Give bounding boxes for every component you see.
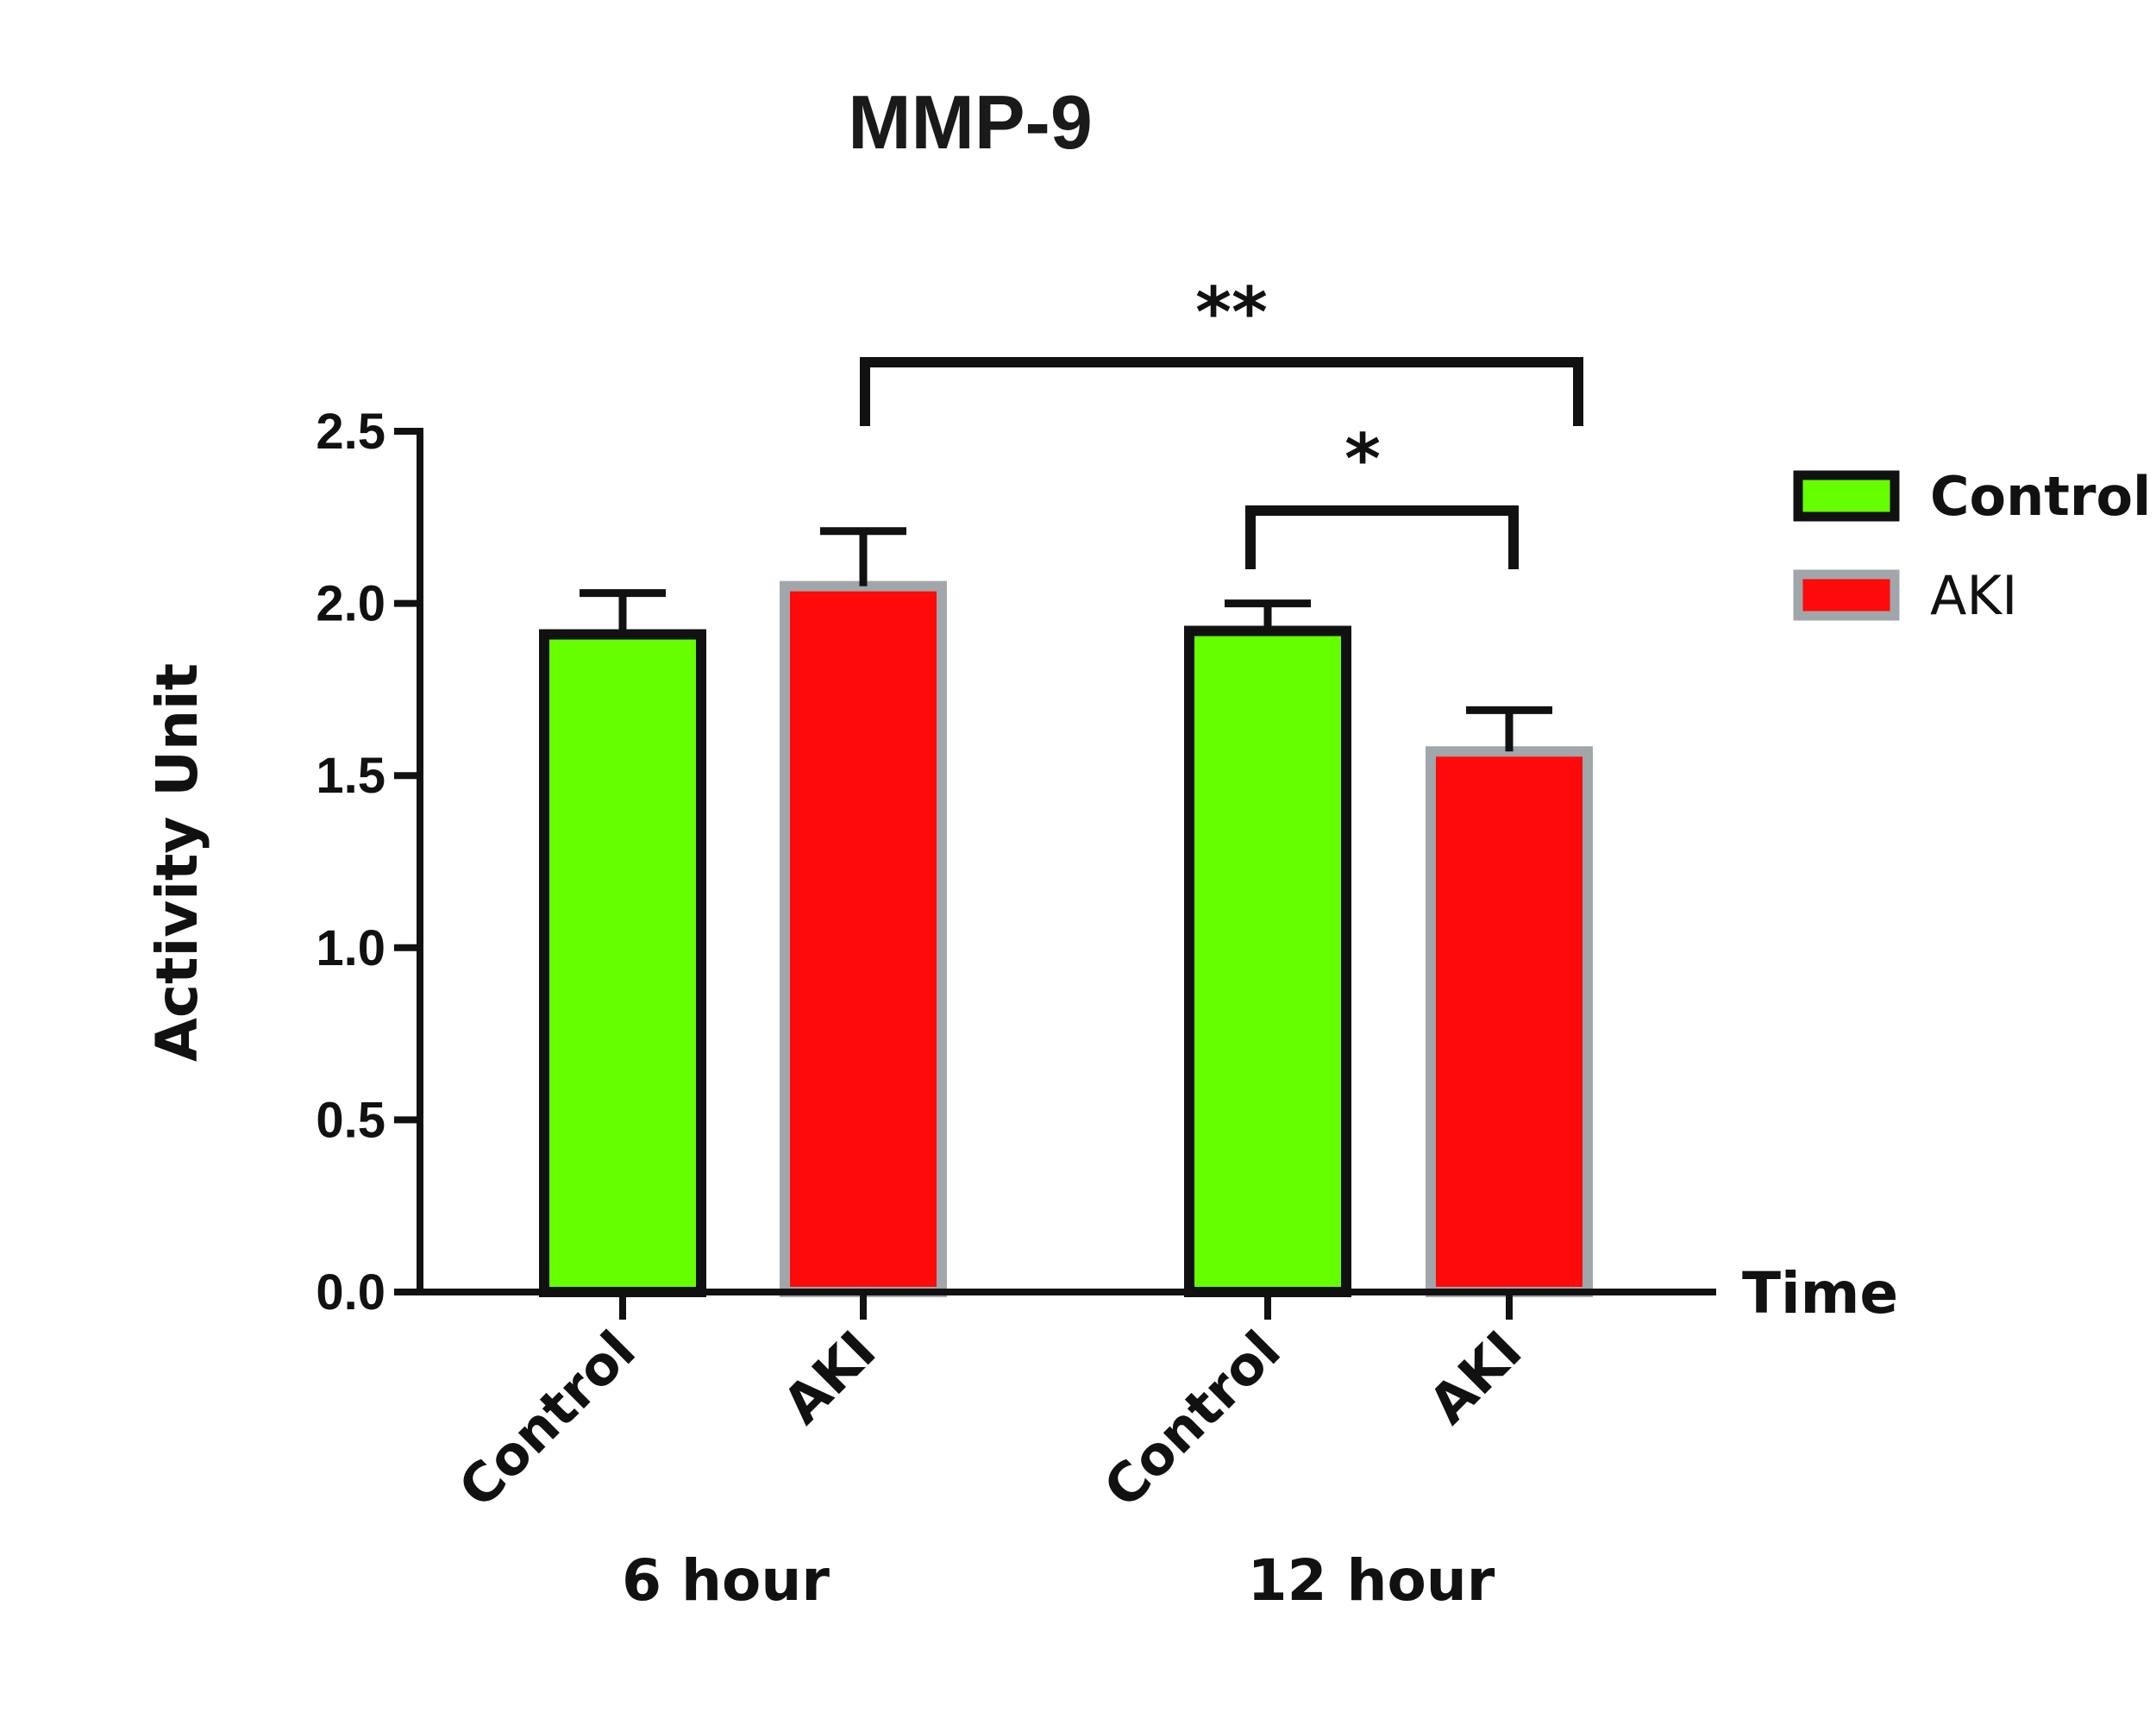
significance-bracket	[1245, 505, 1519, 569]
significance-bracket	[860, 357, 1583, 426]
significance-label: **	[1195, 273, 1268, 353]
chart-title: MMP-9	[848, 79, 1093, 165]
y-tick-label: 1.5	[316, 748, 385, 804]
legend-label-control: Control	[1930, 465, 2151, 528]
x-category-label-control: Control	[1092, 1319, 1293, 1520]
group-label-6-hour: 6 hour	[622, 1547, 830, 1614]
bar-aki-6-hour	[780, 580, 947, 1297]
y-tick-label: 2.5	[316, 404, 385, 460]
legend-swatch-control	[1793, 470, 1900, 522]
significance-label: *	[1344, 419, 1381, 499]
x-category-label-control: Control	[447, 1319, 648, 1520]
y-axis-label: Activity Unit	[144, 663, 210, 1062]
group-label-12-hour: 12 hour	[1248, 1547, 1495, 1614]
bar-control-6-hour	[539, 629, 706, 1297]
legend-label-aki: AKI	[1930, 564, 2017, 627]
y-tick-label: 0.5	[316, 1092, 385, 1148]
x-category-label-aki: AKI	[1417, 1319, 1534, 1436]
y-tick-label: 1.0	[316, 920, 385, 976]
bar-control-12-hour	[1184, 625, 1351, 1297]
x-category-label-aki: AKI	[771, 1319, 888, 1436]
y-tick-label: 2.0	[316, 576, 385, 632]
y-tick-label: 0.0	[316, 1264, 385, 1320]
bar-aki-12-hour	[1426, 746, 1593, 1297]
x-axis-label: Time	[1742, 1260, 1898, 1327]
legend-swatch-aki	[1793, 569, 1900, 621]
